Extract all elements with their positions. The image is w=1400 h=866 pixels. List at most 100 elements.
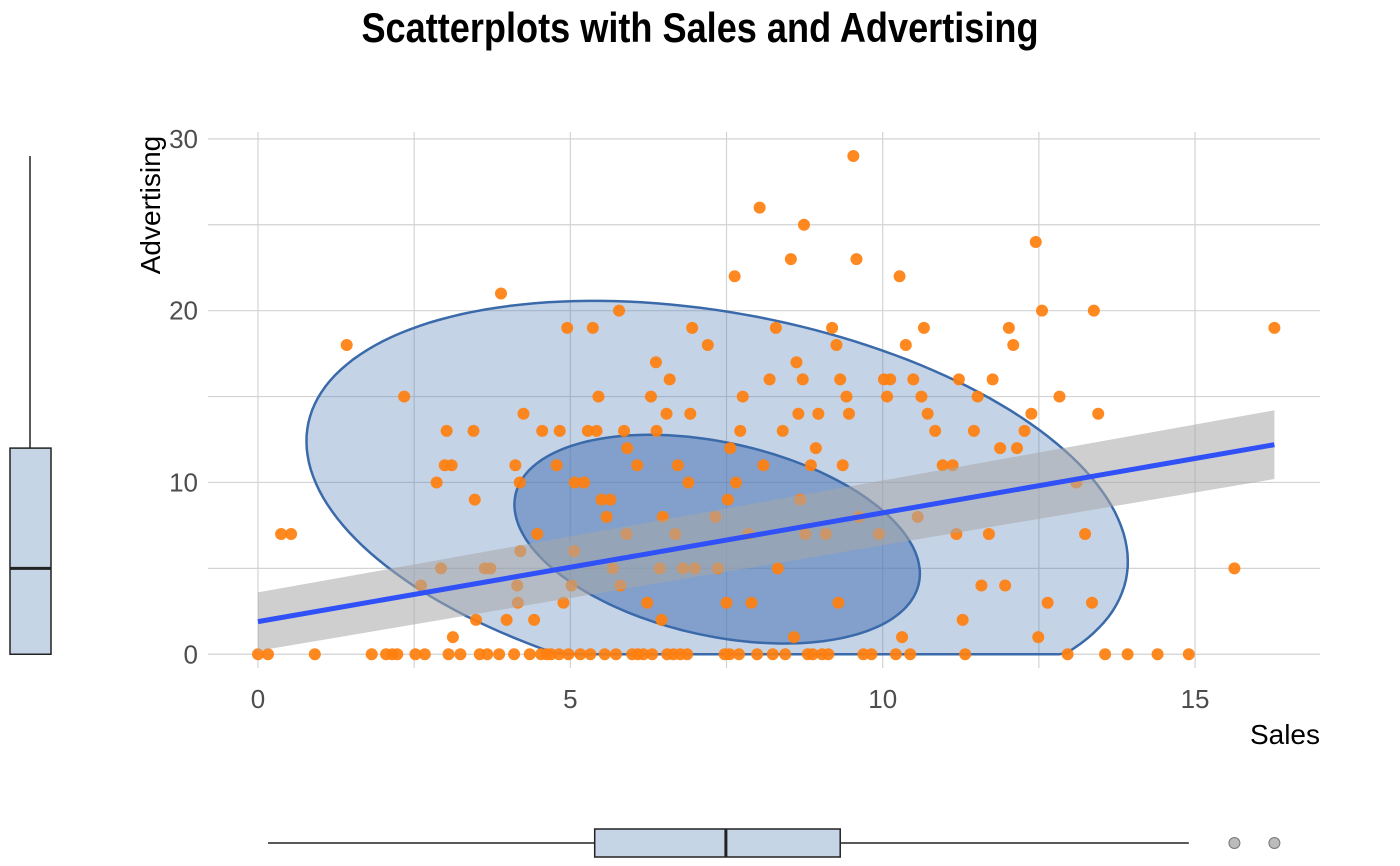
data-point (1018, 424, 1031, 437)
data-point (784, 253, 797, 266)
data-point (728, 270, 741, 283)
data-point (261, 648, 274, 661)
data-point (1099, 648, 1112, 661)
data-point (1029, 235, 1042, 248)
data-point (553, 424, 566, 437)
data-point (850, 253, 863, 266)
data-point (561, 321, 574, 334)
data-point (982, 528, 995, 540)
data-point (598, 648, 611, 661)
data-point (440, 424, 453, 437)
data-point (308, 648, 321, 661)
data-point (967, 424, 980, 437)
x-tick-label: 0 (251, 684, 265, 714)
data-point (1032, 631, 1045, 644)
data-point (523, 648, 536, 661)
data-point (613, 304, 626, 317)
data-point (500, 613, 513, 626)
data-point (952, 373, 965, 386)
data-point (999, 579, 1012, 592)
data-point (557, 596, 570, 609)
data-point (959, 648, 972, 661)
data-point (562, 648, 575, 661)
data-point (936, 459, 949, 472)
data-point (724, 442, 737, 455)
data-point (493, 648, 506, 661)
data-point (792, 407, 805, 420)
data-point (884, 373, 897, 386)
data-point (631, 459, 644, 472)
data-point (454, 648, 467, 661)
data-point (418, 648, 431, 661)
data-point (686, 321, 699, 334)
data-point (1268, 321, 1281, 334)
data-point (445, 459, 458, 472)
data-point (655, 613, 668, 626)
regression-confidence-band (257, 410, 1275, 651)
data-point (1025, 407, 1038, 420)
y-tick-label: 10 (169, 467, 198, 497)
data-point (584, 648, 597, 661)
data-point (1041, 596, 1054, 609)
data-point (830, 339, 843, 352)
chart-title: Scatterplots with Sales and Advertising (361, 4, 1039, 51)
data-point (893, 270, 906, 283)
data-point (779, 648, 792, 661)
data-point (889, 648, 902, 661)
data-point (804, 459, 817, 472)
x-box-outlier (1268, 837, 1281, 849)
axis-ticks: 0 5 10 15 0 10 20 30 (169, 124, 1209, 714)
data-point (1151, 648, 1164, 661)
data-point (285, 528, 298, 540)
data-point (826, 321, 839, 334)
data-point (550, 459, 563, 472)
data-point (840, 390, 853, 403)
y-tick-label: 0 (184, 639, 198, 669)
data-point (446, 631, 459, 644)
data-point (409, 648, 422, 661)
data-point (753, 201, 766, 214)
data-point (757, 459, 770, 472)
data-point (340, 339, 353, 352)
data-point (517, 407, 530, 420)
y-marginal-boxplot (9, 156, 52, 656)
data-point (763, 373, 776, 386)
data-point (604, 493, 617, 506)
data-point (430, 476, 443, 489)
data-point (1079, 528, 1092, 540)
data-point (812, 407, 825, 420)
data-point (865, 648, 878, 661)
data-point (568, 476, 581, 489)
data-point (769, 321, 782, 334)
data-point (618, 424, 631, 437)
data-point (929, 424, 942, 437)
data-point (509, 459, 522, 472)
data-point (581, 424, 594, 437)
data-point (646, 648, 659, 661)
data-point (1182, 648, 1195, 661)
data-point (391, 648, 404, 661)
data-point (836, 459, 849, 472)
data-point (721, 493, 734, 506)
x-axis-label: Sales (1250, 719, 1320, 750)
data-point (592, 390, 605, 403)
y-tick-label: 20 (169, 296, 198, 326)
data-point (1061, 648, 1074, 661)
data-point (528, 613, 541, 626)
data-point (1121, 648, 1134, 661)
data-point (917, 321, 930, 334)
data-point (663, 373, 676, 386)
data-point (994, 442, 1007, 455)
data-point (1228, 562, 1241, 575)
data-point (834, 373, 847, 386)
data-point (787, 631, 800, 644)
data-point (468, 493, 481, 506)
data-point (881, 390, 894, 403)
regression-line (257, 442, 1275, 625)
data-point (1092, 407, 1105, 420)
data-point (574, 648, 587, 661)
data-point (637, 648, 650, 661)
data-point (729, 476, 742, 489)
data-point (470, 613, 483, 626)
